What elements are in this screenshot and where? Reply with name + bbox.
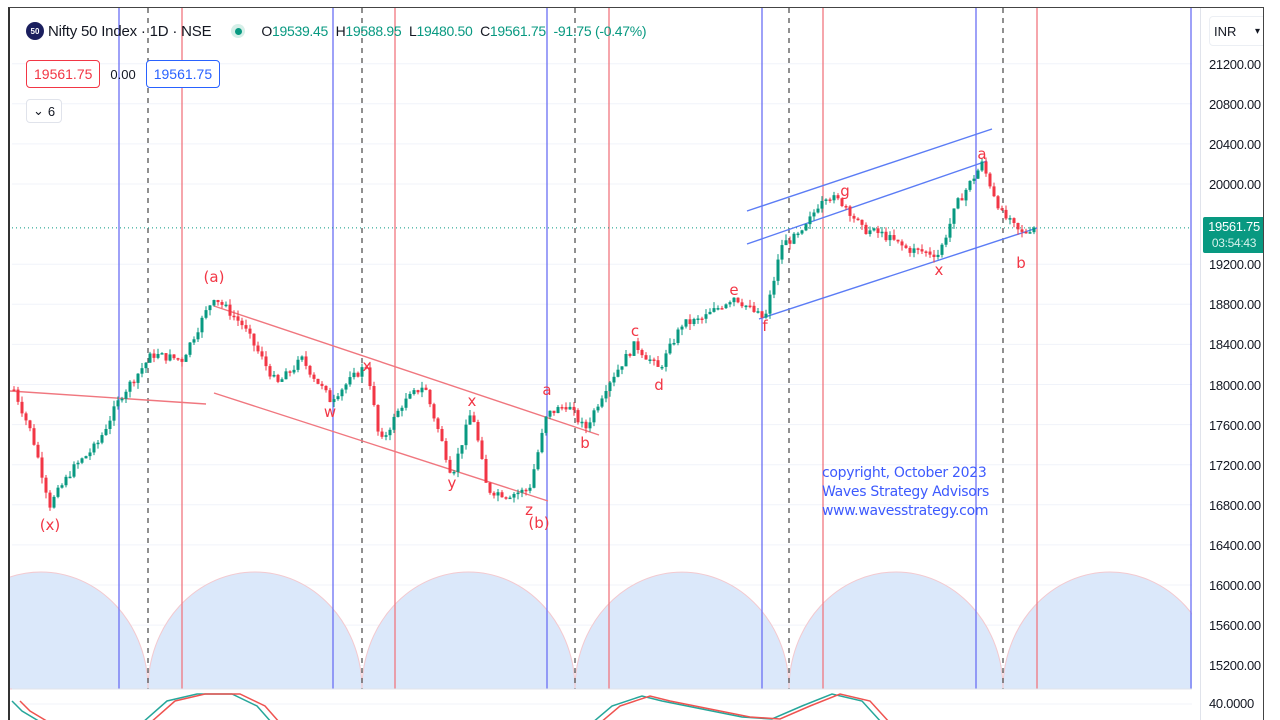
- price-tick: 20400.00: [1209, 136, 1261, 152]
- price-tick: 18800.00: [1209, 297, 1261, 313]
- oscillator-tick: 40.0000: [1209, 696, 1254, 711]
- price-tick: 17200.00: [1209, 457, 1261, 473]
- symbol-title[interactable]: Nifty 50 Index · 1D · NSE: [48, 22, 212, 40]
- chevron-down-icon: ⌄: [33, 103, 44, 118]
- wave-label: a: [542, 381, 551, 399]
- price-tick: 16400.00: [1209, 537, 1261, 553]
- wave-label: x: [363, 357, 372, 375]
- cycle-arch: [1002, 571, 1218, 690]
- price-tick: 19200.00: [1209, 257, 1261, 273]
- wave-label: g: [840, 182, 850, 200]
- wave-label: x: [468, 392, 477, 410]
- cycle-arch: [788, 571, 1004, 690]
- wave-label: b: [1016, 254, 1026, 272]
- price-chart-canvas[interactable]: (x) (a) w x y x z(b) a b c d e f g x a b: [10, 8, 1264, 720]
- indicators-toggle-button[interactable]: ⌄ 6: [26, 99, 63, 123]
- wave-label: (x): [40, 516, 61, 534]
- price-tick: 16800.00: [1209, 497, 1261, 513]
- cycle-arch: [147, 571, 363, 690]
- price-tick: 18000.00: [1209, 377, 1261, 393]
- wave-label: a: [977, 145, 986, 163]
- market-open-status-icon: [231, 24, 246, 38]
- wave-label: z: [525, 501, 533, 519]
- sell-button[interactable]: 19561.75: [26, 60, 101, 88]
- price-tick: 20000.00: [1209, 177, 1261, 192]
- wave-label: x: [935, 261, 944, 279]
- wave-label: c: [631, 322, 639, 340]
- currency-select[interactable]: INR ▾: [1209, 16, 1263, 46]
- nifty-logo-icon: 50: [26, 22, 44, 40]
- low-value: 19480.50: [416, 23, 473, 39]
- wave-label: d: [654, 376, 664, 394]
- change-value: -91.75 (-0.47%): [553, 23, 647, 39]
- price-tick: 21200.00: [1209, 56, 1261, 72]
- wave-label: e: [729, 281, 738, 299]
- close-value: 19561.75: [489, 23, 546, 39]
- price-tick: 15600.00: [1209, 618, 1261, 634]
- price-tick: 20800.00: [1209, 96, 1261, 112]
- last-price-label: 19561.75 03:54:43: [1203, 217, 1263, 253]
- wave-label: f: [762, 317, 768, 335]
- price-tick: 18400.00: [1209, 337, 1261, 353]
- symbol-legend: 50 Nifty 50 Index · 1D · NSE O19539.45 H…: [26, 22, 647, 40]
- price-tick: 16000.00: [1209, 578, 1261, 593]
- copyright-watermark: copyright, October 2023 Waves Strategy A…: [822, 465, 990, 519]
- chart-frame: (x) (a) w x y x z (b) a b c d e f g x a b 50 Nifty 50 Ind…: [8, 7, 1264, 720]
- wave-label: y: [448, 474, 457, 492]
- high-value: 19588.95: [345, 23, 402, 39]
- cycle-arch: [10, 571, 149, 690]
- buy-button[interactable]: 19561.75: [145, 60, 221, 88]
- bar-countdown: 03:54:43: [1211, 236, 1257, 250]
- price-tick: 17600.00: [1209, 417, 1261, 433]
- spread-value: 0.00: [110, 66, 136, 82]
- wave-label: (b): [528, 514, 549, 532]
- price-tick: 15200.00: [1209, 658, 1261, 674]
- chevron-down-icon: ▾: [1254, 25, 1260, 37]
- trade-buttons: 19561.75 0.00 19561.75: [26, 60, 221, 88]
- wave-label: b: [580, 434, 590, 452]
- open-value: 19539.45: [272, 23, 328, 39]
- wave-label: w: [324, 403, 336, 421]
- cycle-arch: [574, 571, 790, 690]
- wave-label: (a): [204, 268, 225, 286]
- indicator-count: 6: [47, 103, 56, 119]
- price-axis[interactable]: INR ▾ 21200.00 20800.00 20400.00 20000.00 19…: [1200, 8, 1263, 720]
- ohlc-values: O19539.45 H19588.95 L19480.50 C19561.75 …: [261, 23, 647, 39]
- cycle-arch: [361, 571, 576, 690]
